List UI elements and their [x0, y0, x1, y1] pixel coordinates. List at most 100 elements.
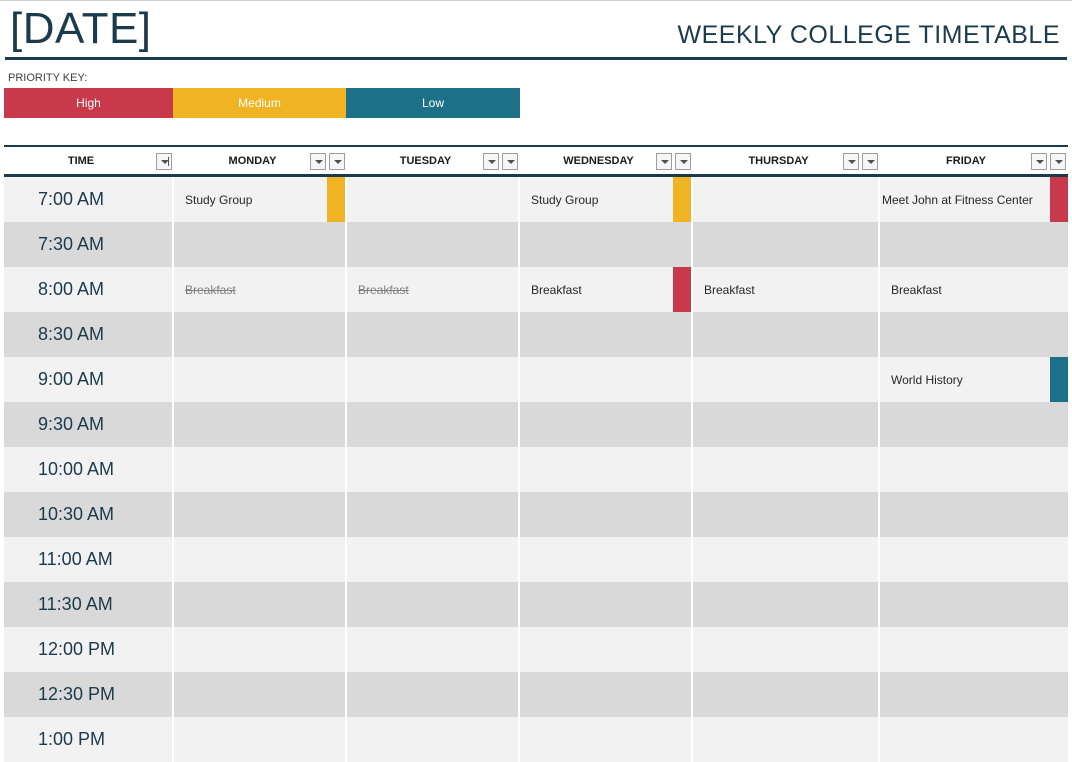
schedule-cell-friday[interactable]: [880, 402, 1068, 447]
schedule-cell-tuesday[interactable]: [347, 582, 520, 627]
time-cell[interactable]: 8:30 AM: [4, 312, 174, 357]
schedule-cell-friday[interactable]: [880, 492, 1068, 537]
column-header-monday: MONDAY: [174, 148, 347, 174]
schedule-cell-wednesday[interactable]: [520, 357, 693, 402]
time-cell[interactable]: 7:00 AM: [4, 177, 174, 222]
schedule-cell-monday[interactable]: [174, 357, 347, 402]
schedule-cell-wednesday[interactable]: [520, 222, 693, 267]
priority-low-indicator: [1050, 357, 1068, 402]
time-cell[interactable]: 12:00 PM: [4, 627, 174, 672]
schedule-cell-wednesday[interactable]: [520, 402, 693, 447]
time-cell[interactable]: 11:00 AM: [4, 537, 174, 582]
sort-filter-dropdown-icon[interactable]: [156, 153, 172, 170]
schedule-cell-friday[interactable]: World History: [880, 357, 1068, 402]
schedule-cell-monday[interactable]: [174, 582, 347, 627]
schedule-cell-wednesday[interactable]: [520, 672, 693, 717]
filter-dropdown-icon[interactable]: [329, 153, 345, 170]
schedule-cell-wednesday[interactable]: [520, 717, 693, 762]
priority-high-swatch[interactable]: High: [4, 88, 173, 118]
priority-medium-swatch[interactable]: Medium: [173, 88, 346, 118]
schedule-cell-tuesday[interactable]: Breakfast: [347, 267, 520, 312]
schedule-cell-friday[interactable]: [880, 222, 1068, 267]
time-cell[interactable]: 10:00 AM: [4, 447, 174, 492]
schedule-cell-thursday[interactable]: Breakfast: [693, 267, 880, 312]
schedule-cell-tuesday[interactable]: [347, 627, 520, 672]
schedule-cell-monday[interactable]: [174, 402, 347, 447]
schedule-cell-thursday[interactable]: [693, 402, 880, 447]
schedule-cell-tuesday[interactable]: [347, 402, 520, 447]
schedule-cell-thursday[interactable]: [693, 672, 880, 717]
schedule-cell-tuesday[interactable]: [347, 447, 520, 492]
priority-medium-indicator: [327, 177, 345, 222]
filter-dropdown-icon[interactable]: [310, 153, 326, 170]
schedule-cell-friday[interactable]: [880, 312, 1068, 357]
time-cell[interactable]: 12:30 PM: [4, 672, 174, 717]
column-header-label: MONDAY: [228, 155, 277, 167]
schedule-cell-friday[interactable]: [880, 582, 1068, 627]
schedule-cell-monday[interactable]: [174, 492, 347, 537]
schedule-cell-thursday[interactable]: [693, 312, 880, 357]
schedule-cell-thursday[interactable]: [693, 357, 880, 402]
schedule-cell-wednesday[interactable]: [520, 492, 693, 537]
time-cell[interactable]: 9:00 AM: [4, 357, 174, 402]
filter-dropdown-icon[interactable]: [675, 153, 691, 170]
time-cell[interactable]: 10:30 AM: [4, 492, 174, 537]
schedule-cell-thursday[interactable]: [693, 447, 880, 492]
schedule-cell-thursday[interactable]: [693, 627, 880, 672]
schedule-cell-friday[interactable]: Meet John at Fitness Center: [880, 177, 1068, 222]
schedule-cell-monday[interactable]: [174, 312, 347, 357]
schedule-cell-thursday[interactable]: [693, 222, 880, 267]
schedule-cell-friday[interactable]: [880, 627, 1068, 672]
schedule-cell-monday[interactable]: [174, 717, 347, 762]
schedule-cell-thursday[interactable]: [693, 492, 880, 537]
schedule-cell-tuesday[interactable]: [347, 357, 520, 402]
schedule-cell-monday[interactable]: [174, 447, 347, 492]
table-row: 1:00 PM: [4, 717, 1068, 762]
time-cell[interactable]: 11:30 AM: [4, 582, 174, 627]
time-cell[interactable]: 8:00 AM: [4, 267, 174, 312]
schedule-cell-friday[interactable]: [880, 447, 1068, 492]
schedule-cell-friday[interactable]: Breakfast: [880, 267, 1068, 312]
filter-dropdown-icon[interactable]: [483, 153, 499, 170]
time-cell[interactable]: 1:00 PM: [4, 717, 174, 762]
schedule-cell-tuesday[interactable]: [347, 312, 520, 357]
schedule-cell-wednesday[interactable]: [520, 582, 693, 627]
date-title[interactable]: [DATE]: [10, 4, 152, 53]
priority-low-swatch[interactable]: Low: [346, 88, 520, 118]
filter-dropdown-icon[interactable]: [862, 153, 878, 170]
filter-dropdown-icon[interactable]: [843, 153, 859, 170]
schedule-cell-monday[interactable]: Study Group: [174, 177, 347, 222]
schedule-cell-tuesday[interactable]: [347, 537, 520, 582]
schedule-cell-thursday[interactable]: [693, 537, 880, 582]
time-cell[interactable]: 7:30 AM: [4, 222, 174, 267]
schedule-cell-monday[interactable]: Breakfast: [174, 267, 347, 312]
schedule-cell-wednesday[interactable]: [520, 627, 693, 672]
schedule-cell-friday[interactable]: [880, 717, 1068, 762]
schedule-cell-tuesday[interactable]: [347, 177, 520, 222]
column-header-wednesday: WEDNESDAY: [520, 148, 693, 174]
schedule-cell-wednesday[interactable]: [520, 537, 693, 582]
schedule-cell-monday[interactable]: [174, 537, 347, 582]
schedule-cell-wednesday[interactable]: Study Group: [520, 177, 693, 222]
schedule-cell-thursday[interactable]: [693, 582, 880, 627]
schedule-cell-tuesday[interactable]: [347, 672, 520, 717]
filter-dropdown-icon[interactable]: [656, 153, 672, 170]
filter-dropdown-icon[interactable]: [502, 153, 518, 170]
schedule-cell-wednesday[interactable]: [520, 447, 693, 492]
filter-dropdown-icon[interactable]: [1050, 153, 1066, 170]
schedule-cell-tuesday[interactable]: [347, 717, 520, 762]
schedule-cell-thursday[interactable]: [693, 717, 880, 762]
time-cell[interactable]: 9:30 AM: [4, 402, 174, 447]
event-label: Breakfast: [185, 282, 236, 297]
schedule-cell-wednesday[interactable]: Breakfast: [520, 267, 693, 312]
schedule-cell-monday[interactable]: [174, 222, 347, 267]
schedule-cell-thursday[interactable]: [693, 177, 880, 222]
schedule-cell-friday[interactable]: [880, 672, 1068, 717]
schedule-cell-monday[interactable]: [174, 672, 347, 717]
schedule-cell-friday[interactable]: [880, 537, 1068, 582]
schedule-cell-wednesday[interactable]: [520, 312, 693, 357]
filter-dropdown-icon[interactable]: [1031, 153, 1047, 170]
schedule-cell-tuesday[interactable]: [347, 492, 520, 537]
schedule-cell-monday[interactable]: [174, 627, 347, 672]
schedule-cell-tuesday[interactable]: [347, 222, 520, 267]
